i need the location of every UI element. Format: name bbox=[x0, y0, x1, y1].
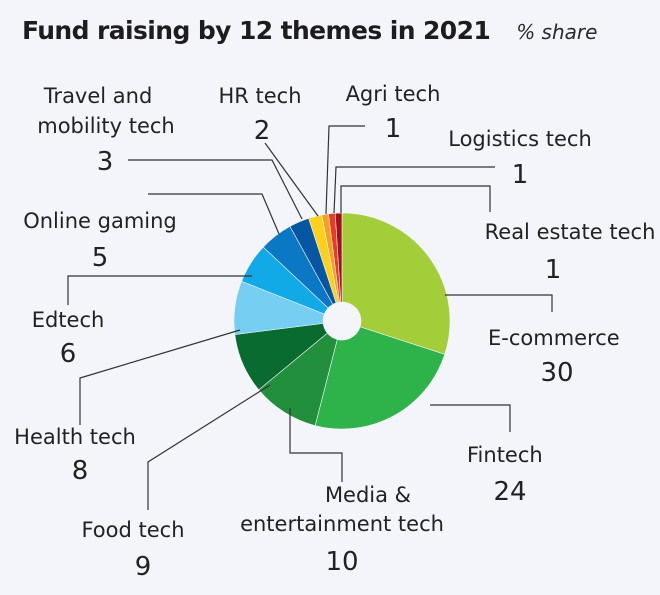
leader-line-food-tech bbox=[147, 384, 271, 510]
leader-line-travel-and-mobility-tech bbox=[128, 159, 303, 220]
slice-label-health-tech: Health tech bbox=[14, 425, 136, 449]
slice-label-agri-tech: Agri tech bbox=[346, 82, 441, 106]
leader-line-edtech bbox=[67, 275, 252, 305]
slice-value-travel-and-mobility-tech: 3 bbox=[97, 147, 114, 177]
slice-value-logistics-tech: 1 bbox=[512, 160, 529, 190]
slice-label-media-and-entertainment-tech: Media & bbox=[325, 483, 411, 507]
leader-line-e-commerce bbox=[445, 294, 553, 312]
slices bbox=[233, 212, 451, 430]
slice-value-online-gaming: 5 bbox=[92, 243, 109, 273]
slice-value-real-estate-tech: 1 bbox=[545, 255, 562, 285]
slice-value-agri-tech: 1 bbox=[385, 114, 402, 144]
slice-label-hr-tech: HR tech bbox=[218, 84, 301, 108]
slice-label-logistics-tech: Logistics tech bbox=[448, 127, 592, 151]
leader-line-hr-tech bbox=[264, 142, 319, 217]
slice-label-food-tech: Food tech bbox=[81, 518, 184, 542]
leader-line-media-and-entertainment-tech bbox=[289, 408, 343, 482]
slice-value-fintech: 24 bbox=[493, 477, 526, 507]
slice-value-edtech: 6 bbox=[60, 339, 77, 369]
slice-value-health-tech: 8 bbox=[72, 456, 89, 486]
slice-label-travel-and-mobility-tech: mobility tech bbox=[37, 114, 174, 138]
title-row: Fund raising by 12 themes in 2021 % shar… bbox=[22, 16, 597, 45]
donut-hole bbox=[323, 302, 361, 340]
slice-value-media-and-entertainment-tech: 10 bbox=[325, 547, 358, 577]
slice-label-online-gaming: Online gaming bbox=[23, 209, 177, 233]
leader-line-logistics-tech bbox=[333, 166, 495, 214]
slice-label-media-and-entertainment-tech: entertainment tech bbox=[240, 512, 444, 536]
slice-value-hr-tech: 2 bbox=[254, 116, 271, 146]
slice-value-e-commerce: 30 bbox=[540, 358, 573, 388]
chart-title: Fund raising by 12 themes in 2021 bbox=[22, 16, 491, 45]
chart-subtitle: % share bbox=[516, 20, 598, 44]
slice-label-travel-and-mobility-tech: Travel and bbox=[43, 84, 153, 108]
slice-value-food-tech: 9 bbox=[135, 552, 152, 582]
slice-labels: E-commerce 30 Fintech 24 Media & entertainmen… bbox=[14, 82, 655, 582]
slice-label-real-estate-tech: Real estate tech bbox=[485, 220, 656, 244]
leader-line-online-gaming bbox=[148, 193, 280, 235]
leader-line-fintech bbox=[430, 404, 511, 432]
leader-line-agri-tech bbox=[325, 125, 365, 215]
leader-line-real-estate-tech bbox=[340, 185, 491, 213]
leader-line-health-tech bbox=[79, 329, 241, 425]
slice-label-edtech: Edtech bbox=[32, 308, 105, 332]
slice-label-fintech: Fintech bbox=[467, 443, 543, 467]
slice-label-e-commerce: E-commerce bbox=[488, 326, 620, 350]
leader-lines bbox=[67, 125, 553, 510]
